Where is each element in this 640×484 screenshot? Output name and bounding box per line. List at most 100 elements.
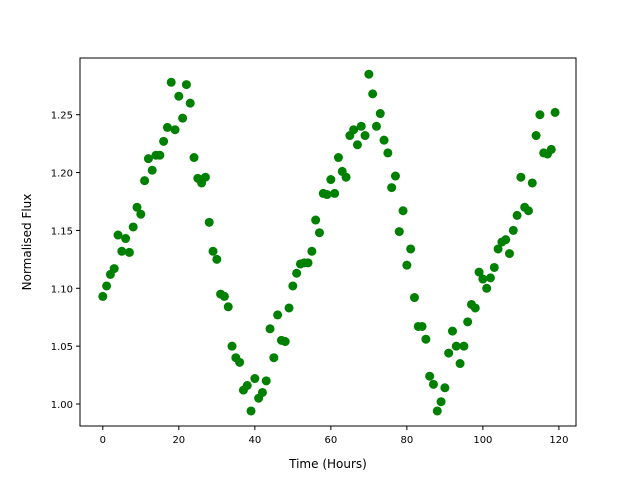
data-point [303,258,313,268]
data-point [200,172,210,182]
y-tick-label: 1.25 [51,111,73,122]
data-point [550,107,560,117]
data-point [406,244,416,254]
data-point [170,125,180,135]
data-point [352,140,362,150]
data-point [102,281,112,291]
data-point [132,202,142,212]
data-point [273,310,283,320]
data-point [546,144,556,154]
data-point [280,337,290,347]
data-point [493,244,503,254]
data-point [326,175,336,185]
x-tick-label: 120 [549,435,568,446]
data-point [368,89,378,99]
data-point [371,121,381,131]
data-point [417,321,427,331]
data-point [455,359,465,369]
data-point [155,150,165,160]
plot-frame [79,57,577,427]
data-point [375,109,385,119]
data-point [485,273,495,283]
data-point [501,235,511,245]
data-point [185,98,195,108]
data-point [451,341,461,351]
data-point [235,357,245,367]
data-point [409,293,419,303]
data-point [360,131,370,141]
y-tick-label: 1.00 [51,400,73,411]
x-tick-label: 20 [172,435,185,446]
data-point [523,206,533,216]
data-point [489,262,499,272]
data-point [470,303,480,313]
data-point [250,374,260,384]
data-point [463,317,473,327]
data-point [223,302,233,312]
data-point [162,122,172,132]
x-tick-label: 100 [473,435,492,446]
data-point [219,291,229,301]
data-point [109,264,119,274]
data-point [113,230,123,240]
data-point [265,324,275,334]
data-point [121,234,131,244]
y-tick-label: 1.15 [51,226,73,237]
data-point [402,260,412,270]
data-point [383,148,393,158]
data-point [508,225,518,235]
data-point [257,387,267,397]
data-point [140,176,150,186]
data-point [208,246,218,256]
data-point [242,380,252,390]
data-point [512,210,522,220]
data-point [341,172,351,182]
plot-area [80,58,576,426]
data-point [159,136,169,146]
x-tick-label: 60 [324,435,337,446]
data-point [333,153,343,163]
data-point [432,406,442,416]
data-point [117,246,127,256]
data-point [166,77,176,87]
data-point [474,267,484,277]
data-point [398,206,408,216]
data-point [421,334,431,344]
data-point [516,172,526,182]
data-point [356,121,366,131]
data-point [482,283,492,293]
y-axis-ticks: 1.00 1.05 1.10 1.15 1.20 1.25 [51,111,80,411]
data-point [178,113,188,123]
data-point [527,178,537,188]
data-point [364,69,374,79]
data-point [212,254,222,264]
data-point [387,183,397,193]
x-tick-label: 0 [100,435,106,446]
data-point [535,110,545,120]
data-point [147,165,157,175]
y-tick-label: 1.10 [51,284,73,295]
data-point [436,397,446,407]
data-point [390,171,400,181]
x-axis-label: Time (Hours) [288,457,367,471]
data-point [330,188,340,198]
data-point [189,153,199,163]
x-tick-label: 80 [400,435,413,446]
data-point [504,249,514,259]
data-point [269,353,279,363]
data-point [174,91,184,101]
data-point [292,268,302,278]
data-point [311,215,321,225]
data-point [394,227,404,237]
data-point [314,228,324,238]
data-point [440,383,450,393]
data-point [181,80,191,90]
data-point [425,371,435,381]
data-point [143,154,153,164]
data-point [428,379,438,389]
data-point [204,217,214,227]
data-point [349,125,359,135]
data-point [307,246,317,256]
data-points [98,69,560,416]
